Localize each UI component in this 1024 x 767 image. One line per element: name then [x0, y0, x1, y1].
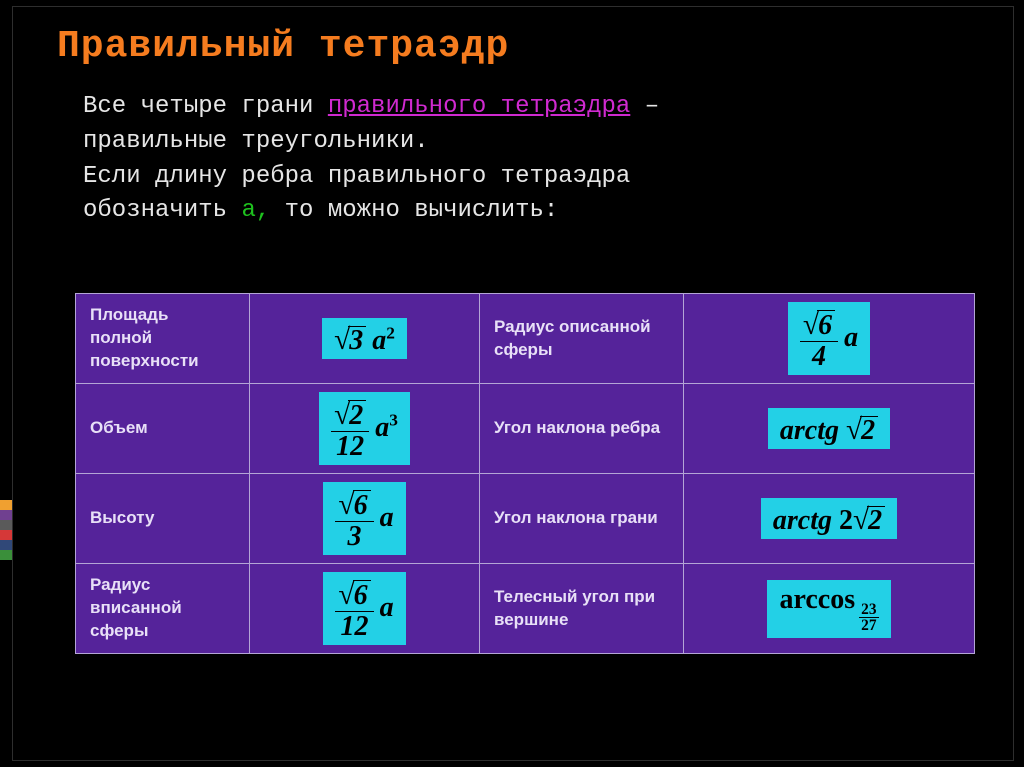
- table-row: Объем 212a3 Угол наклона ребра arctg 2: [76, 384, 975, 474]
- desc-text: правильные треугольники.: [83, 128, 429, 155]
- formula-face-angle: arctg 22: [684, 474, 975, 564]
- label-height: Высоту: [76, 474, 250, 564]
- label-face-angle: Угол наклона грани: [480, 474, 684, 564]
- formula-height: 63a: [250, 474, 480, 564]
- keyword: правильного тетраэдра: [328, 93, 630, 120]
- label-circum-radius: Радиус описанной сферы: [480, 294, 684, 384]
- desc-text: –: [630, 93, 659, 120]
- formula-solid-angle: arccos2327: [684, 564, 975, 654]
- accent-bar: [0, 500, 12, 560]
- desc-text: Если длину ребра правильного тетраэдра: [83, 163, 630, 190]
- slide-content: Правильный тетраэдр Все четыре грани пра…: [13, 7, 1013, 654]
- label-surface-area: Площадь полной поверхности: [76, 294, 250, 384]
- label-edge-angle: Угол наклона ребра: [480, 384, 684, 474]
- desc-text: Все четыре грани: [83, 93, 328, 120]
- desc-text: обозначить: [83, 197, 241, 224]
- formula-table: Площадь полной поверхности 3a2 Радиус оп…: [75, 293, 975, 654]
- table-row: Высоту 63a Угол наклона грани arctg 22: [76, 474, 975, 564]
- table-row: Площадь полной поверхности 3a2 Радиус оп…: [76, 294, 975, 384]
- formula-edge-angle: arctg 2: [684, 384, 975, 474]
- table-row: Радиус вписанной сферы 612a Телесный уго…: [76, 564, 975, 654]
- formula-volume: 212a3: [250, 384, 480, 474]
- slide-frame: Правильный тетраэдр Все четыре грани пра…: [12, 6, 1014, 761]
- variable-comma: ,: [256, 197, 270, 224]
- formula-in-radius: 612a: [250, 564, 480, 654]
- formula-surface-area: 3a2: [250, 294, 480, 384]
- label-solid-angle: Телесный угол при вершине: [480, 564, 684, 654]
- desc-text: то можно вычислить:: [270, 197, 558, 224]
- slide-title: Правильный тетраэдр: [57, 25, 969, 68]
- variable-a: а: [241, 197, 255, 224]
- slide-description: Все четыре грани правильного тетраэдра –…: [83, 90, 903, 229]
- formula-circum-radius: 64a: [684, 294, 975, 384]
- label-volume: Объем: [76, 384, 250, 474]
- label-in-radius: Радиус вписанной сферы: [76, 564, 250, 654]
